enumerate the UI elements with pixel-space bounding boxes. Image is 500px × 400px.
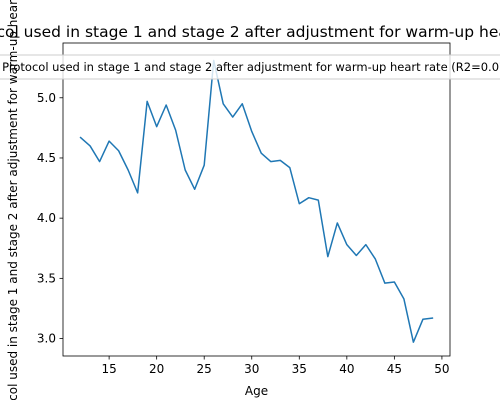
x-axis-label: Age [245, 384, 268, 398]
chart-title: Protocol used in stage 1 and stage 2 aft… [0, 23, 500, 41]
series-layer [79, 59, 434, 343]
y-tick-label: 3.0 [37, 332, 56, 346]
y-axis-ticks: 3.0 3.5 4.0 4.5 5.0 [37, 91, 63, 346]
x-tick-label: 50 [434, 362, 449, 376]
legend: Protocol used in stage 1 and stage 2 aft… [0, 54, 500, 80]
x-tick-label: 45 [387, 362, 402, 376]
x-tick-label: 30 [244, 362, 259, 376]
y-tick-label: 5.0 [37, 91, 56, 105]
y-tick-label: 4.0 [37, 211, 56, 225]
legend-label: Protocol used in stage 1 and stage 2 aft… [2, 60, 500, 74]
plot-area: 15 20 25 30 35 40 45 50 3.0 3.5 4.0 4.5 5.0 [37, 42, 451, 376]
axes-frame [62, 42, 451, 357]
y-axis-label: Protocol used in stage 1 and stage 2 aft… [6, 0, 20, 400]
y-tick-label: 4.5 [37, 151, 56, 165]
series-line-0 [79, 59, 434, 343]
legend-box [0, 54, 500, 80]
x-axis-ticks: 15 20 25 30 35 40 45 50 [101, 356, 450, 376]
x-tick-label: 25 [197, 362, 212, 376]
y-tick-label: 3.5 [37, 271, 56, 285]
x-tick-label: 20 [149, 362, 164, 376]
x-tick-label: 35 [292, 362, 307, 376]
x-tick-label: 15 [101, 362, 116, 376]
x-tick-label: 40 [339, 362, 354, 376]
